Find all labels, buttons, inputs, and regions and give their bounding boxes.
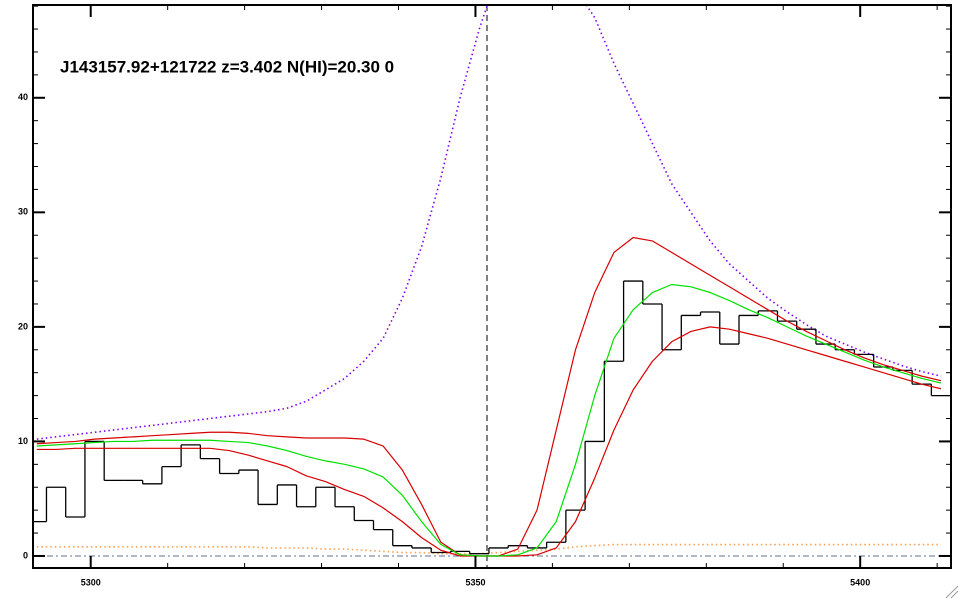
series-line <box>36 283 942 557</box>
x-tick-label: 5400 <box>850 577 870 587</box>
y-tick-label: 10 <box>18 436 28 446</box>
resize-handle <box>945 585 959 599</box>
x-tick-label: 5300 <box>81 577 101 587</box>
plot-frame <box>32 4 952 569</box>
y-tick-label: 0 <box>23 550 28 560</box>
y-tick-label: 20 <box>18 321 28 331</box>
x-tick-label: 5350 <box>465 577 485 587</box>
plot-area <box>33 5 951 568</box>
chart-title: J143157.92+121722 z=3.402 N(HI)=20.30 0 <box>60 57 394 76</box>
y-tick-label: 40 <box>18 92 28 102</box>
y-tick-label: 30 <box>18 207 28 217</box>
